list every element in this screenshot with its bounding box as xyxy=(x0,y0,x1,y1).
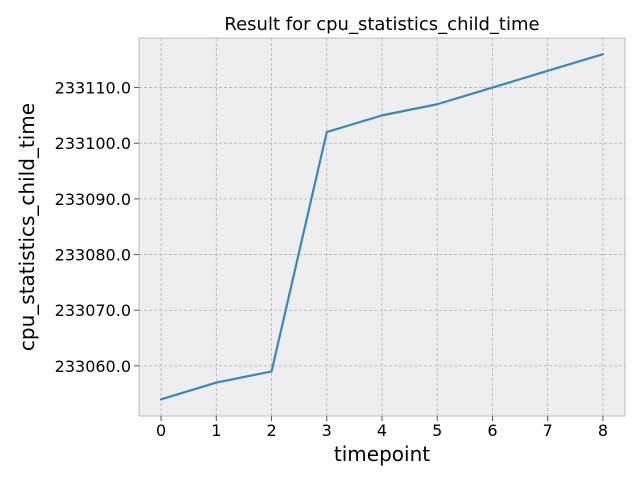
series-line xyxy=(159,53,605,401)
chart-title: Result for cpu_statistics_child_time xyxy=(224,14,539,35)
x-tick-label: 5 xyxy=(432,421,442,440)
x-tick-label: 3 xyxy=(322,421,332,440)
y-axis: 233060.0 233070.0 233080.0 233090.0 233100.0… xyxy=(55,79,139,376)
y-tick-label: 233080.0 xyxy=(55,246,131,265)
y-axis-label: cpu_statistics_child_time xyxy=(15,103,39,351)
x-tick-label: 0 xyxy=(156,421,166,440)
y-tick-label: 233100.0 xyxy=(55,134,131,153)
x-axis: 0 1 2 3 4 5 6 7 8 xyxy=(156,416,608,440)
x-tick-label: 4 xyxy=(377,421,387,440)
y-tick-label: 233090.0 xyxy=(55,190,131,209)
y-tick-label: 233110.0 xyxy=(55,79,131,98)
x-tick-label: 7 xyxy=(543,421,553,440)
series-layer xyxy=(159,53,605,401)
grid xyxy=(139,38,625,416)
x-tick-label: 2 xyxy=(266,421,276,440)
x-tick-label: 8 xyxy=(598,421,608,440)
x-axis-label: timepoint xyxy=(334,442,430,466)
x-tick-label: 1 xyxy=(211,421,221,440)
y-tick-label: 233070.0 xyxy=(55,301,131,320)
x-tick-label: 6 xyxy=(487,421,497,440)
y-tick-label: 233060.0 xyxy=(55,357,131,376)
